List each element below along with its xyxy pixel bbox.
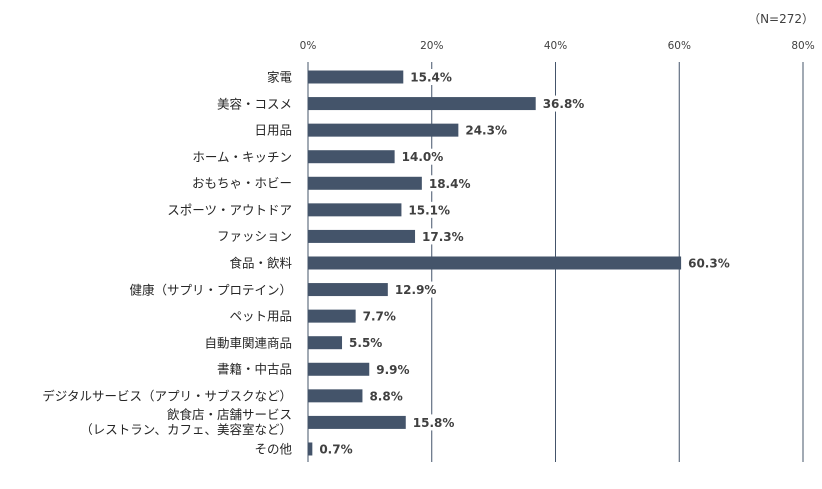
x-tick-label: 40% xyxy=(544,40,567,52)
value-label: 15.4% xyxy=(410,71,452,85)
label-background xyxy=(391,281,436,298)
category-label: 家電 xyxy=(266,69,292,85)
label-background xyxy=(425,175,470,192)
value-label: 18.4% xyxy=(429,177,471,191)
label-background xyxy=(539,95,584,112)
bar xyxy=(308,229,416,243)
category-label: 日用品 xyxy=(254,122,292,138)
label-background xyxy=(359,308,404,325)
label-background xyxy=(346,334,391,351)
bar xyxy=(308,176,422,190)
bar xyxy=(308,70,404,84)
bar xyxy=(308,283,388,297)
bar xyxy=(308,389,363,403)
value-label: 15.1% xyxy=(408,203,450,217)
bar xyxy=(308,336,343,350)
x-tick-label: 80% xyxy=(791,40,814,52)
label-background xyxy=(405,201,450,218)
category-label: 健康（サプリ・プロテイン） xyxy=(129,282,292,298)
label-background xyxy=(316,440,361,457)
value-label: 5.5% xyxy=(349,336,382,350)
category-label: ホーム・キッチン xyxy=(192,149,292,165)
value-label: 15.8% xyxy=(413,416,455,430)
value-label: 8.8% xyxy=(369,389,402,403)
category-label: 自動車関連商品 xyxy=(204,335,292,351)
x-tick-label: 0% xyxy=(300,40,317,52)
bar xyxy=(308,415,406,429)
value-label: 7.7% xyxy=(363,310,396,324)
category-label: 書籍・中古品 xyxy=(216,361,292,377)
value-label: 14.0% xyxy=(402,150,444,164)
value-label: 12.9% xyxy=(395,283,437,297)
bar xyxy=(308,203,402,217)
category-label: 美容・コスメ xyxy=(216,96,292,112)
value-label: 17.3% xyxy=(422,230,464,244)
x-tick-label: 20% xyxy=(420,40,443,52)
label-background xyxy=(373,361,418,378)
category-label: 食品・飲料 xyxy=(229,255,292,271)
x-tick-label: 60% xyxy=(668,40,691,52)
bar xyxy=(308,362,370,376)
bar xyxy=(308,123,459,137)
label-background xyxy=(685,254,730,271)
value-label: 36.8% xyxy=(543,97,585,111)
label-background xyxy=(366,387,411,404)
bar xyxy=(308,150,395,164)
bar xyxy=(308,97,536,111)
category-label: ペット用品 xyxy=(229,308,292,324)
sample-note: （N=272） xyxy=(748,12,814,26)
category-label: 飲食店・店舗サービス （レストラン、カフェ、美容室など） xyxy=(80,407,292,438)
category-label: その他 xyxy=(254,441,292,457)
label-background xyxy=(407,69,452,85)
bar xyxy=(308,309,356,323)
label-background xyxy=(398,148,443,165)
value-label: 24.3% xyxy=(465,124,507,138)
value-label: 0.7% xyxy=(319,442,352,456)
value-label: 9.9% xyxy=(376,363,409,377)
category-label: ファッション xyxy=(216,228,292,244)
label-background xyxy=(409,414,454,431)
bar xyxy=(308,256,682,270)
category-label: デジタルサービス（アプリ・サブスクなど） xyxy=(42,388,292,404)
label-background xyxy=(419,228,464,245)
label-background xyxy=(462,122,507,139)
category-label: スポーツ・アウトドア xyxy=(167,202,292,218)
bar xyxy=(308,442,313,456)
category-label: おもちゃ・ホビー xyxy=(191,175,292,191)
value-label: 60.3% xyxy=(688,256,730,270)
